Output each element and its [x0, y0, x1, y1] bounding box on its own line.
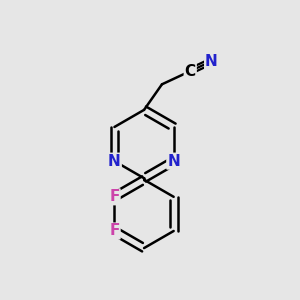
Text: C: C: [185, 64, 196, 79]
Text: N: N: [205, 54, 218, 69]
Text: N: N: [108, 154, 121, 169]
Text: F: F: [109, 189, 120, 204]
Text: N: N: [167, 154, 180, 169]
Text: F: F: [109, 224, 120, 238]
